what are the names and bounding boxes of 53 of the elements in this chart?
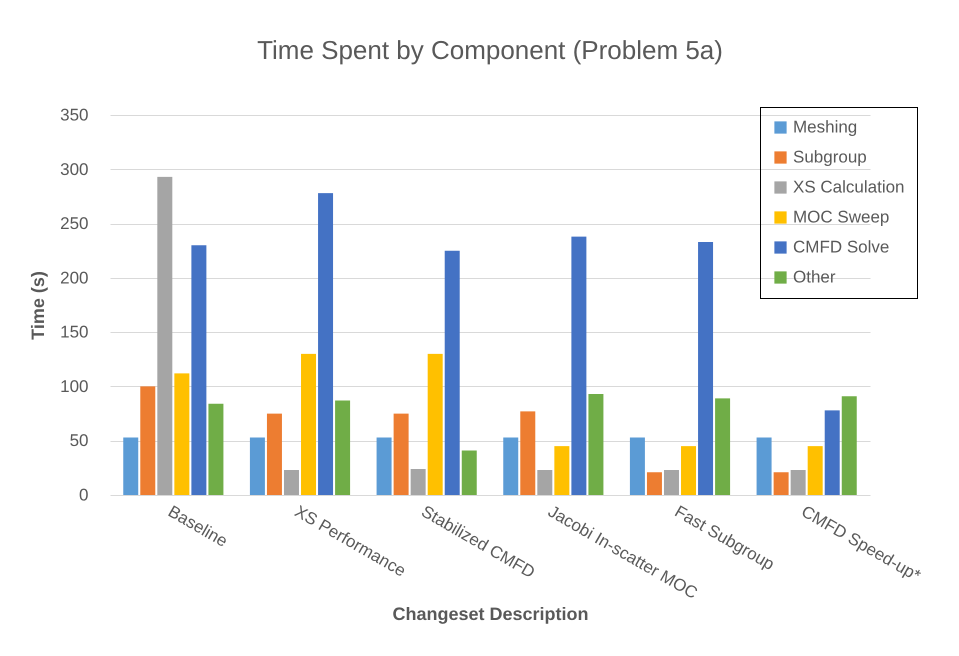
legend-label: XS Calculation <box>793 178 905 196</box>
bar <box>208 404 224 495</box>
bar <box>808 446 823 495</box>
chart-title: Time Spent by Component (Problem 5a) <box>257 35 723 65</box>
bar <box>681 446 696 495</box>
bar <box>266 414 282 495</box>
bar <box>301 354 316 495</box>
y-axis-title: Time (s) <box>28 271 48 340</box>
bar <box>774 472 789 495</box>
legend-label: CMFD Solve <box>793 238 890 256</box>
bar <box>444 250 460 495</box>
bar <box>715 398 730 495</box>
y-tick-label: 150 <box>60 322 88 342</box>
bar <box>537 470 552 495</box>
legend-label: MOC Sweep <box>793 208 890 226</box>
bar <box>250 437 265 495</box>
y-tick-label: 50 <box>70 431 88 450</box>
bar <box>157 176 172 495</box>
bar <box>284 470 299 495</box>
legend-label: Subgroup <box>793 148 867 166</box>
bar <box>698 242 714 495</box>
bar <box>376 437 392 495</box>
bar <box>520 411 536 495</box>
bar <box>842 396 857 495</box>
y-tick-label: 0 <box>79 486 88 504</box>
legend-label: Meshing <box>793 118 858 136</box>
legend-label: Other <box>793 268 836 286</box>
bar <box>571 236 586 495</box>
y-tick-label: 350 <box>60 106 88 124</box>
y-tick-label: 300 <box>60 160 88 179</box>
bar <box>318 193 334 495</box>
y-tick-label: 200 <box>60 268 88 288</box>
bar <box>554 446 570 495</box>
bar <box>335 400 350 495</box>
bar <box>174 373 190 495</box>
bar <box>503 437 518 495</box>
bar <box>756 437 772 495</box>
bar <box>824 410 840 495</box>
bar <box>790 470 806 495</box>
bar <box>410 468 426 495</box>
bar <box>123 437 138 495</box>
bar <box>428 354 443 495</box>
bar <box>646 472 662 495</box>
bar <box>630 437 645 495</box>
x-axis-title: Changeset Description <box>392 604 589 624</box>
bar <box>140 386 156 495</box>
bar <box>394 414 409 495</box>
bar <box>462 450 477 495</box>
bar <box>588 394 604 495</box>
bar <box>664 470 679 495</box>
bar <box>191 245 206 495</box>
y-tick-label: 250 <box>60 214 88 234</box>
y-tick-label: 100 <box>60 376 88 396</box>
